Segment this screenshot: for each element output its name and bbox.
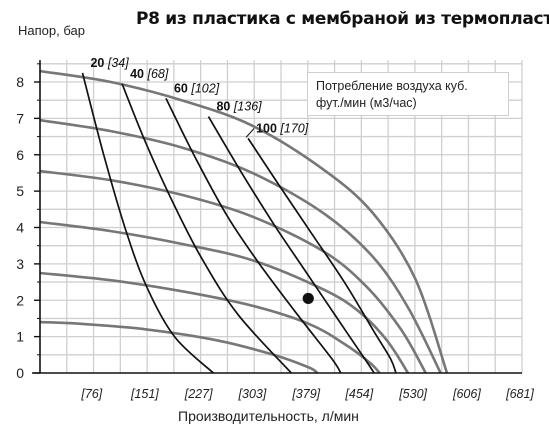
pressure-curve-2 [39,118,442,374]
x-tick-label: [606] [452,387,481,401]
air-curve-value: 100 [256,121,280,135]
air-consumption-legend: Потребление воздуха куб. фут./мин (м3/ча… [307,72,509,116]
air-curve-label-40: 40 [68] [130,67,169,81]
air-curve-value-metric: [68] [146,67,168,81]
x-axis-label: Производительность, л/мин [178,408,359,424]
air-curve-value-metric: [170] [279,121,308,135]
air-curve-value: 80 [216,100,233,114]
x-tick-label: [681] [505,387,534,401]
air-curve-value: 40 [130,67,147,81]
air-curve-value-metric: [136] [233,100,262,114]
y-tick-label: 0 [16,365,24,381]
y-tick-label: 2 [16,292,24,308]
legend-line-1: Потребление воздуха куб. [316,79,468,93]
y-tick-label: 4 [16,220,24,236]
x-tick-label: [76] [80,387,102,401]
x-tick-label: [227] [184,387,213,401]
air-curve-value: 20 [90,56,107,70]
y-tick-label: 5 [16,183,24,199]
air-curve-leader-line [245,128,255,138]
y-tick-label: 1 [16,329,24,345]
air-curve-80 [207,116,375,374]
air-curve-100 [247,137,397,374]
air-curve-40 [121,83,292,374]
pressure-curve-1 [39,69,449,374]
pressure-curve-3 [39,169,427,374]
legend-line-2: фут./мин (м3/час) [316,96,417,110]
x-tick-label: [454] [344,387,373,401]
air-curve-label-80: 80 [136] [216,100,262,114]
y-tick-label: 3 [16,256,24,272]
pressure-curve-5 [39,271,381,374]
chart-title: P8 из пластика с мембраной из термопласт… [136,9,549,29]
air-curve-60 [165,98,342,374]
x-tick-label: [379] [291,387,320,401]
air-curve-label-20: 20 [34] [90,56,129,70]
air-curve-label-100: 100 [170] [256,121,309,135]
pressure-curve-6 [39,320,319,375]
pressure-curve-4 [39,220,410,374]
y-axis-label: Напор, бар [18,23,85,38]
x-tick-label: [151] [130,387,159,401]
y-tick-label: 8 [16,74,24,90]
air-curve-value-metric: [34] [107,56,129,70]
x-tick-label: [303] [238,387,267,401]
air-curve-20 [81,72,214,374]
air-curve-value-metric: [102] [190,81,219,95]
y-tick-label: 6 [16,147,24,163]
y-tick-label: 7 [16,110,24,126]
air-curve-value: 60 [174,81,191,95]
x-tick-label: [530] [398,387,427,401]
air-curve-label-60: 60 [102] [174,81,220,95]
operating-point-marker [302,292,314,305]
